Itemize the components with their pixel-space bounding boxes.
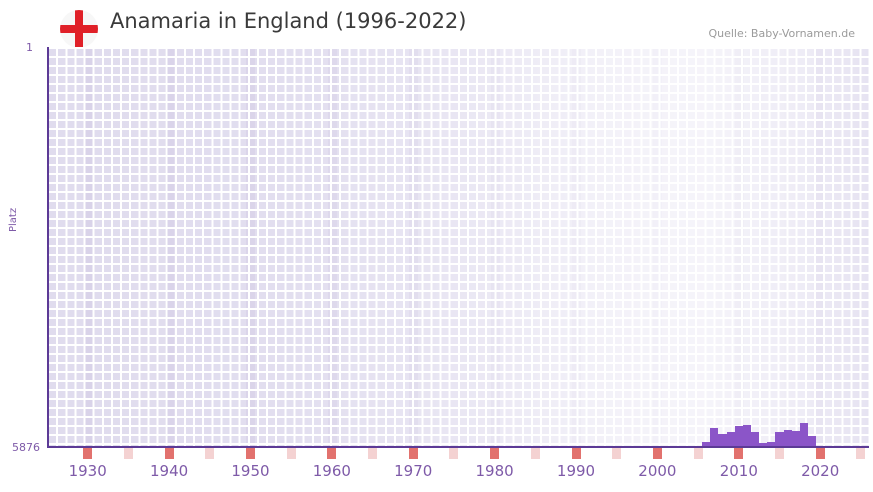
x-tick-major — [245, 448, 255, 459]
x-tick-major — [815, 448, 825, 459]
x-tick-major — [164, 448, 174, 459]
x-tick-major — [490, 448, 500, 459]
x-tick-label: 1990 — [556, 462, 596, 480]
x-tick-label: 2020 — [801, 462, 840, 480]
bar — [783, 430, 792, 447]
y-tick-label-bottom: 5876 — [12, 441, 40, 454]
x-tick-minor — [856, 448, 866, 459]
x-axis-line — [47, 446, 869, 448]
x-tick-major — [734, 448, 744, 459]
bar — [734, 426, 743, 447]
x-tick-minor — [530, 448, 540, 459]
bar — [767, 442, 776, 447]
y-axis-title: Platz — [8, 207, 19, 232]
x-tick-minor — [449, 448, 459, 459]
y-tick-label-top: 1 — [26, 41, 33, 54]
x-tick-label: 1970 — [394, 462, 433, 480]
page-title: Anamaria in England (1996-2022) — [110, 9, 467, 33]
x-tick-label: 2010 — [719, 462, 758, 480]
x-tick-minor — [774, 448, 784, 459]
x-tick-label: 2000 — [638, 462, 677, 480]
bar — [710, 428, 719, 447]
x-tick-minor — [612, 448, 622, 459]
x-tick-minor — [205, 448, 215, 459]
x-tick-label: 1980 — [475, 462, 514, 480]
x-tick-minor — [123, 448, 133, 459]
bar — [742, 425, 751, 447]
bar — [718, 434, 727, 447]
x-tick-major — [408, 448, 418, 459]
bar — [726, 432, 735, 447]
source-attribution: Quelle: Baby-Vornamen.de — [708, 27, 855, 40]
x-tick-label: 1950 — [231, 462, 270, 480]
x-tick-major — [652, 448, 662, 459]
x-tick-major — [571, 448, 581, 459]
x-tick-label: 1940 — [149, 462, 189, 480]
bar — [702, 442, 711, 447]
chart-plot-area — [47, 47, 869, 447]
bar-series — [47, 47, 869, 447]
y-axis-line — [47, 47, 49, 447]
bar — [791, 431, 800, 447]
x-tick-minor — [368, 448, 378, 459]
x-tick-label: 1960 — [312, 462, 351, 480]
x-tick-minor — [693, 448, 703, 459]
plot-gridlines — [47, 47, 869, 447]
bar — [799, 423, 808, 447]
england-flag-icon — [60, 10, 98, 48]
bar — [751, 432, 760, 447]
bar — [759, 443, 768, 447]
bar — [775, 432, 784, 447]
x-tick-major — [83, 448, 93, 459]
bar — [807, 436, 817, 447]
chart-header: Anamaria in England (1996-2022) Quelle: … — [0, 0, 873, 48]
x-tick-label: 1930 — [68, 462, 107, 480]
x-tick-major — [327, 448, 337, 459]
x-tick-minor — [286, 448, 296, 459]
